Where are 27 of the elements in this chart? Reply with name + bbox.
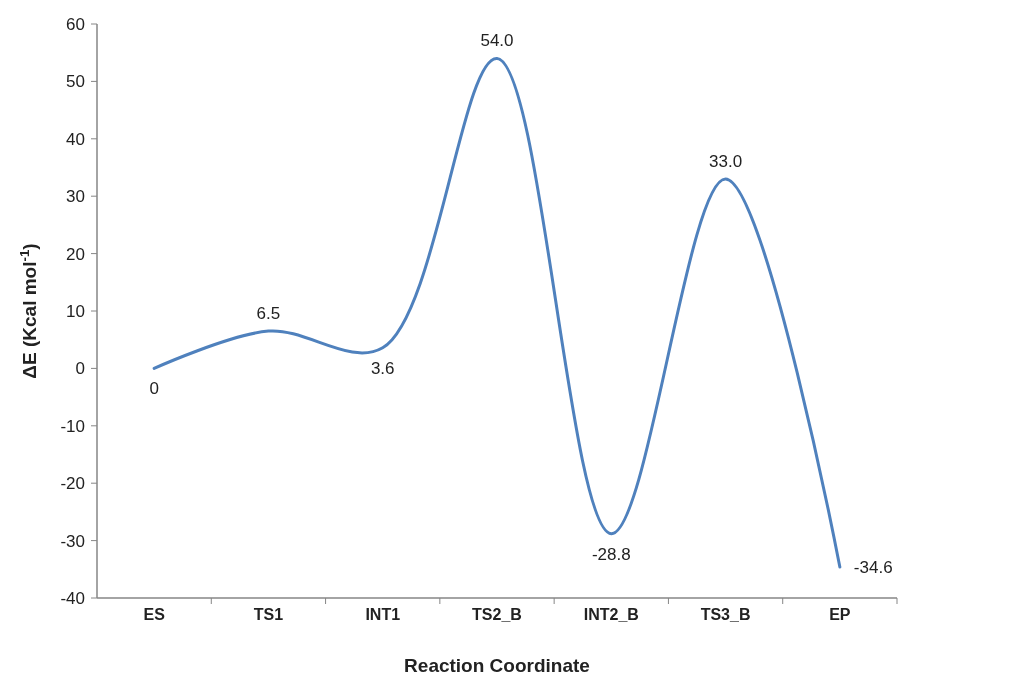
data-label: 3.6 <box>370 358 395 378</box>
y-tick-label: 60 <box>66 14 85 34</box>
data-label: -28.8 <box>591 544 631 564</box>
data-label: 6.5 <box>256 304 281 324</box>
y-tick-label: 40 <box>66 129 85 149</box>
x-tick-label: INT2_B <box>583 606 639 623</box>
y-tick-label: 30 <box>66 187 85 207</box>
x-tick-label: TS2_B <box>472 606 522 623</box>
data-label: -34.6 <box>853 558 893 577</box>
y-tick-label: -40 <box>60 588 85 608</box>
x-tick-label: TS3_B <box>700 606 751 623</box>
y-tick-label: 20 <box>66 244 85 264</box>
y-tick-label: 0 <box>75 359 85 379</box>
y-tick-label: 10 <box>66 301 85 321</box>
y-tick-label: -30 <box>60 531 85 551</box>
x-tick-label: ES <box>143 606 166 623</box>
y-tick-label: -20 <box>60 474 85 494</box>
y-tick-label: 50 <box>66 72 85 92</box>
x-tick-label: INT1 <box>365 606 401 623</box>
x-axis-title: Reaction Coordinate <box>404 655 590 676</box>
data-label: 0 <box>149 379 159 399</box>
y-tick-label: -10 <box>60 416 85 436</box>
x-tick-label: TS1 <box>253 606 284 623</box>
line-series <box>152 56 842 569</box>
data-label: 54.0 <box>480 31 514 51</box>
x-tick-label: EP <box>829 606 851 623</box>
data-label: 33.0 <box>709 151 743 171</box>
